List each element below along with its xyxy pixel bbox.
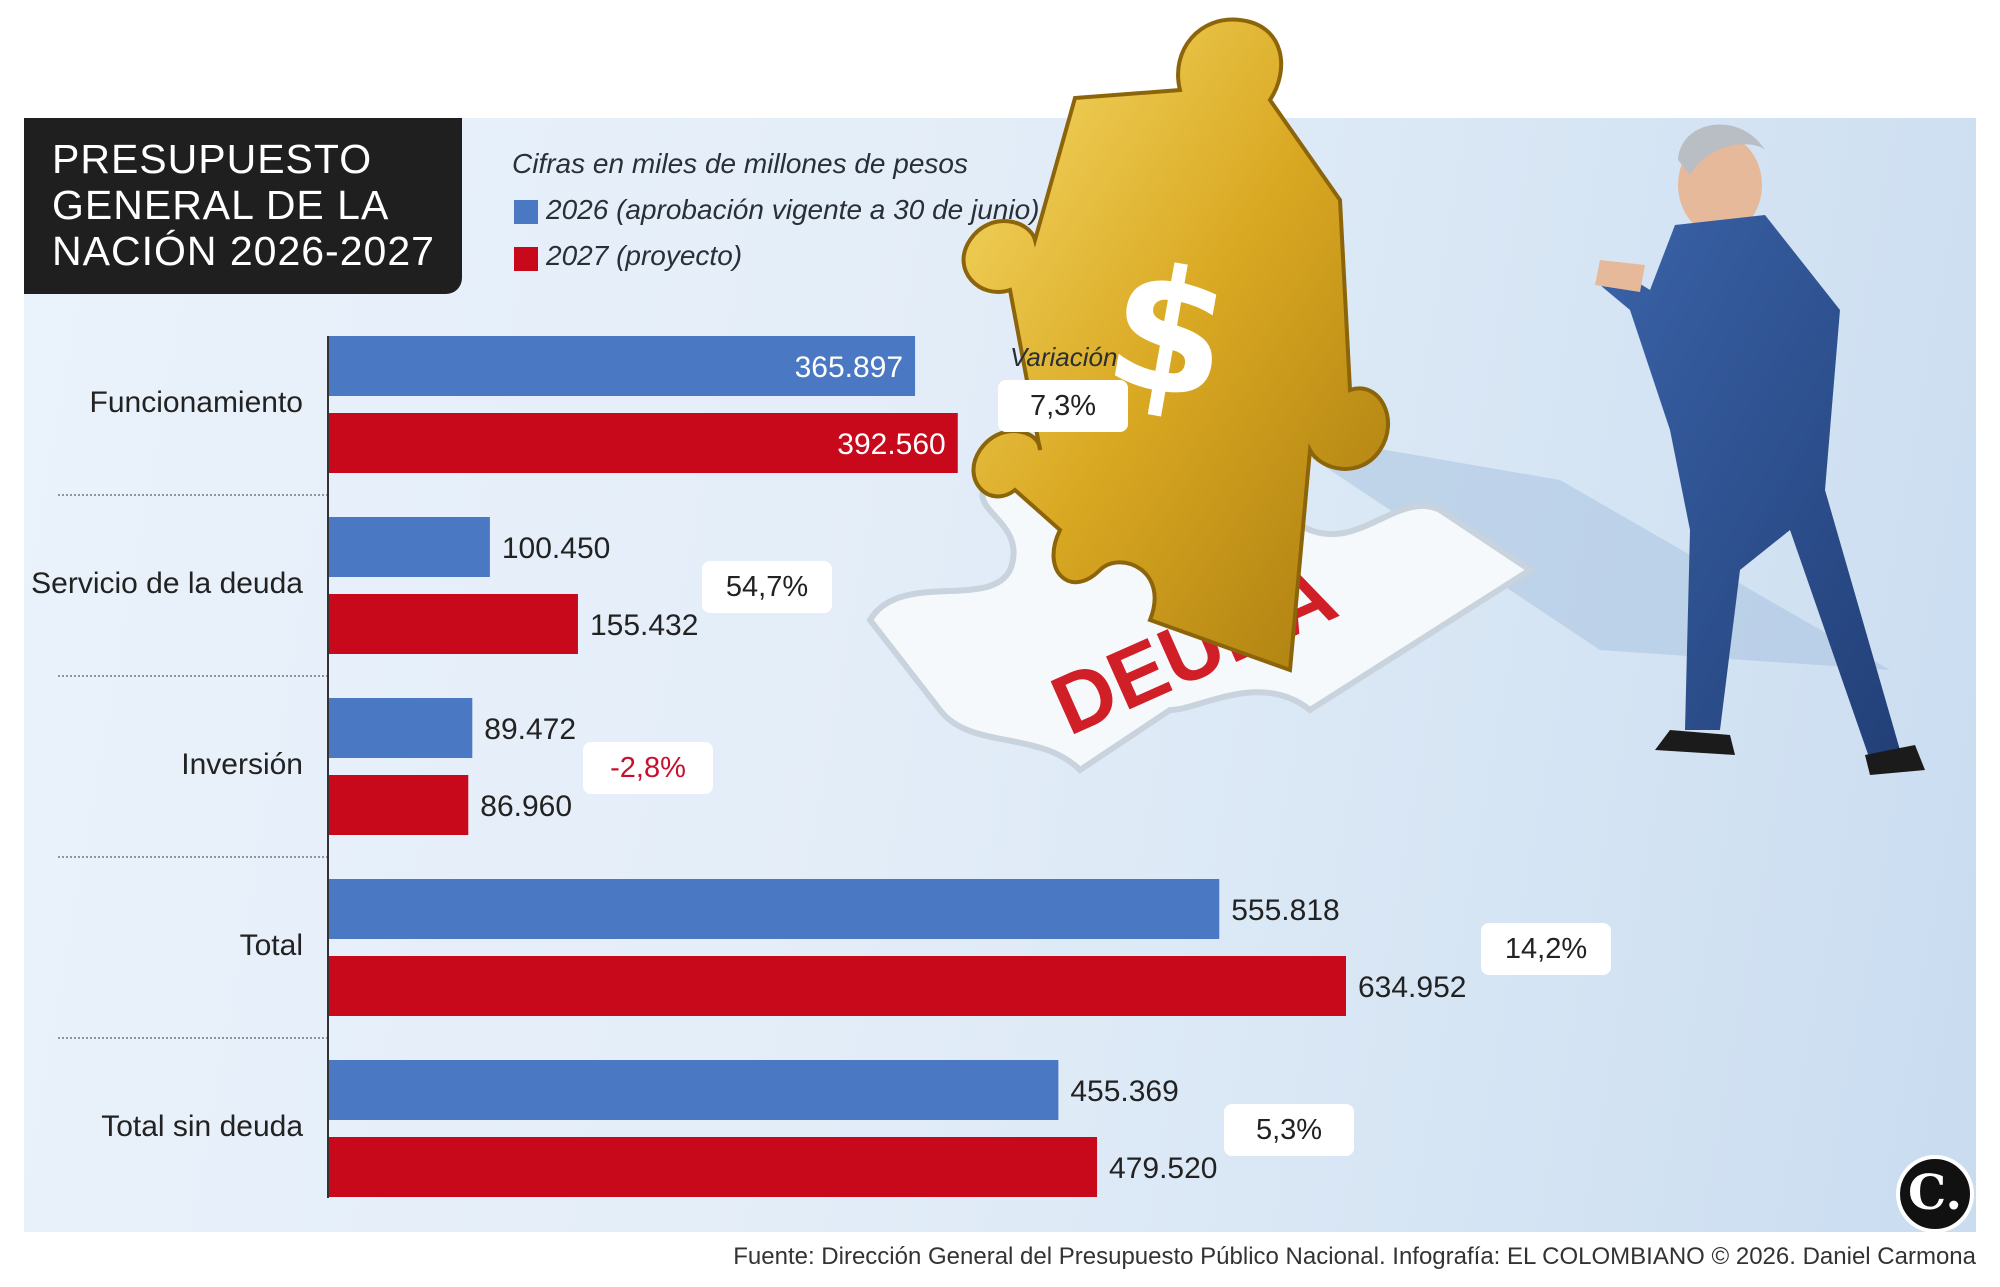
legend-label-2027: 2027 (proyecto): [546, 240, 743, 271]
bar-2027: [329, 413, 958, 473]
bar-value-label: 634.952: [1358, 971, 1466, 1004]
legend-label-2026: 2026 (aprobación vigente a 30 de junio): [546, 194, 1040, 225]
bar-2026: [329, 698, 473, 758]
legend-swatch-2026: [514, 200, 538, 224]
category-label: Inversión: [181, 748, 303, 781]
variation-heading: Variación: [1010, 342, 1118, 372]
category-label: Servicio de la deuda: [31, 567, 303, 600]
bar-value-label: 89.472: [484, 713, 576, 746]
bar-2027: [329, 594, 578, 654]
source-note: Fuente: Dirección General del Presupuest…: [733, 1243, 1976, 1270]
bar-value-label: 555.818: [1231, 894, 1339, 927]
divider: [58, 494, 328, 496]
bar-2027: [329, 775, 469, 835]
bar-2027: [329, 1137, 1098, 1197]
legend-swatch-2027: [514, 247, 538, 271]
gold-puzzle-piece: [961, 17, 1391, 673]
category-label: Total sin deuda: [101, 1110, 303, 1143]
bar-2026: [329, 1060, 1059, 1120]
bar-value-label: 479.520: [1109, 1152, 1217, 1185]
bar-value-label: 86.960: [480, 790, 572, 823]
bar-value-label: 365.897: [795, 351, 903, 384]
category-label: Total: [239, 929, 303, 962]
bar-value-label: 155.432: [590, 609, 698, 642]
divider: [58, 856, 328, 858]
publisher-logo: C.: [1896, 1155, 1974, 1233]
divider: [58, 1037, 328, 1039]
title-box: PRESUPUESTO GENERAL DE LA NACIÓN 2026-20…: [24, 118, 462, 294]
units-note: Cifras en miles de millones de pesos: [512, 148, 968, 179]
y-axis-line: [327, 336, 329, 1198]
divider: [58, 675, 328, 677]
category-label: Funcionamiento: [89, 386, 303, 419]
chart-title: PRESUPUESTO GENERAL DE LA NACIÓN 2026-20…: [52, 136, 435, 274]
bar-value-label: 455.369: [1070, 1075, 1178, 1108]
variation-pill: 5,3%: [1224, 1104, 1354, 1156]
bar-2027: [329, 956, 1346, 1016]
variation-pill: 14,2%: [1481, 923, 1611, 975]
bar-2026: [329, 517, 490, 577]
bar-value-label: 100.450: [502, 532, 610, 565]
bar-2026: [329, 879, 1220, 939]
bar-value-label: 392.560: [837, 428, 945, 461]
bar-2026: [329, 336, 916, 396]
variation-pill: 7,3%: [998, 380, 1128, 432]
businessman-figure: [1595, 124, 1925, 775]
variation-pill: 54,7%: [702, 561, 832, 613]
variation-pill: -2,8%: [583, 742, 713, 794]
